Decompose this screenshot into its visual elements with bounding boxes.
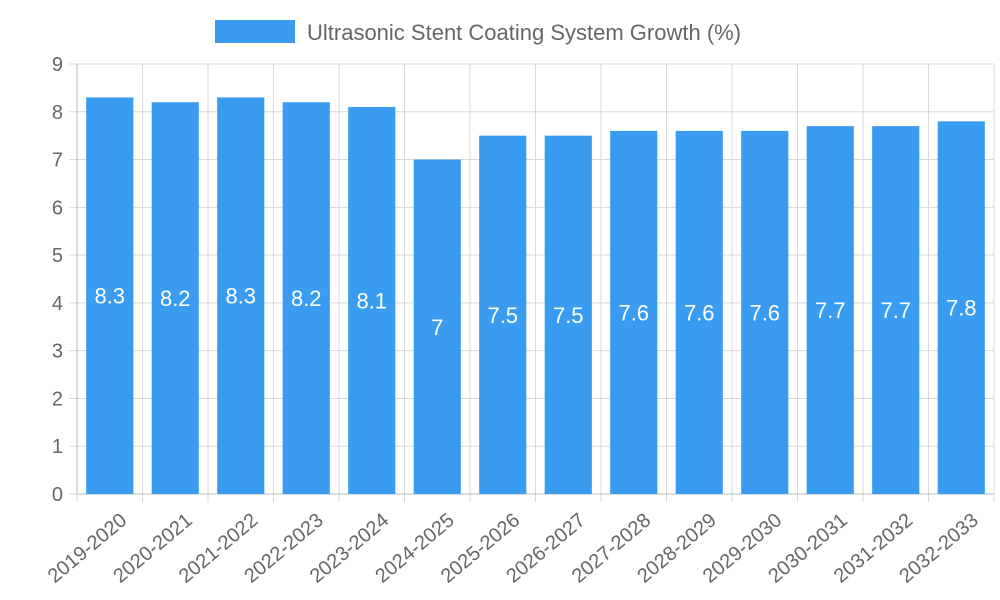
bar[interactable] [741, 130, 789, 494]
bar-value-label: 8.1 [356, 289, 387, 314]
bar-value-label: 7.7 [880, 298, 911, 323]
y-tick-label: 5 [52, 245, 63, 267]
bar[interactable] [217, 97, 265, 494]
bar-value-label: 7.6 [618, 300, 649, 325]
grid-layer [69, 63, 995, 502]
bar-value-label: 7 [431, 315, 443, 340]
y-tick-label: 2 [52, 388, 63, 410]
bar-value-label: 7.6 [684, 300, 715, 325]
bar-value-label: 7.8 [946, 296, 977, 321]
bar[interactable] [806, 126, 854, 494]
bar[interactable] [348, 107, 396, 494]
bar-value-label: 8.2 [291, 286, 322, 311]
y-tick-label: 4 [52, 293, 63, 315]
bar[interactable] [86, 97, 134, 494]
bar-value-label: 7.5 [553, 303, 584, 328]
bar[interactable] [413, 159, 461, 495]
bar[interactable] [610, 130, 658, 494]
y-tick-label: 6 [52, 197, 63, 219]
y-tick-label: 9 [52, 54, 63, 76]
bar-value-label: 8.3 [225, 284, 256, 309]
bar[interactable] [937, 121, 985, 494]
bar[interactable] [872, 126, 920, 494]
legend-label[interactable]: Ultrasonic Stent Coating System Growth (… [307, 20, 741, 45]
legend[interactable]: Ultrasonic Stent Coating System Growth (… [215, 20, 741, 45]
data-label-layer: 8.3 8.2 8.3 8.2 8.1 7 7.5 7.5 7.6 7.6 7.6 7.7 7.7 7.8 [94, 284, 976, 340]
bar[interactable] [282, 102, 330, 494]
y-tick-label: 7 [52, 150, 63, 172]
bar[interactable] [151, 102, 199, 494]
bar-value-label: 8.2 [160, 286, 191, 311]
y-tick-label: 3 [52, 341, 63, 363]
legend-swatch[interactable] [215, 20, 295, 43]
bar-value-label: 8.3 [94, 284, 125, 309]
bar[interactable] [544, 135, 592, 494]
bar-value-label: 7.7 [815, 298, 846, 323]
bar[interactable] [479, 135, 527, 494]
bar-layer [86, 97, 985, 495]
y-tick-label: 1 [52, 436, 63, 458]
y-tick-label: 8 [52, 102, 63, 124]
y-tick-label: 0 [52, 484, 63, 506]
bar-value-label: 7.5 [487, 303, 518, 328]
bar-value-label: 7.6 [749, 300, 780, 325]
bar[interactable] [675, 130, 723, 494]
